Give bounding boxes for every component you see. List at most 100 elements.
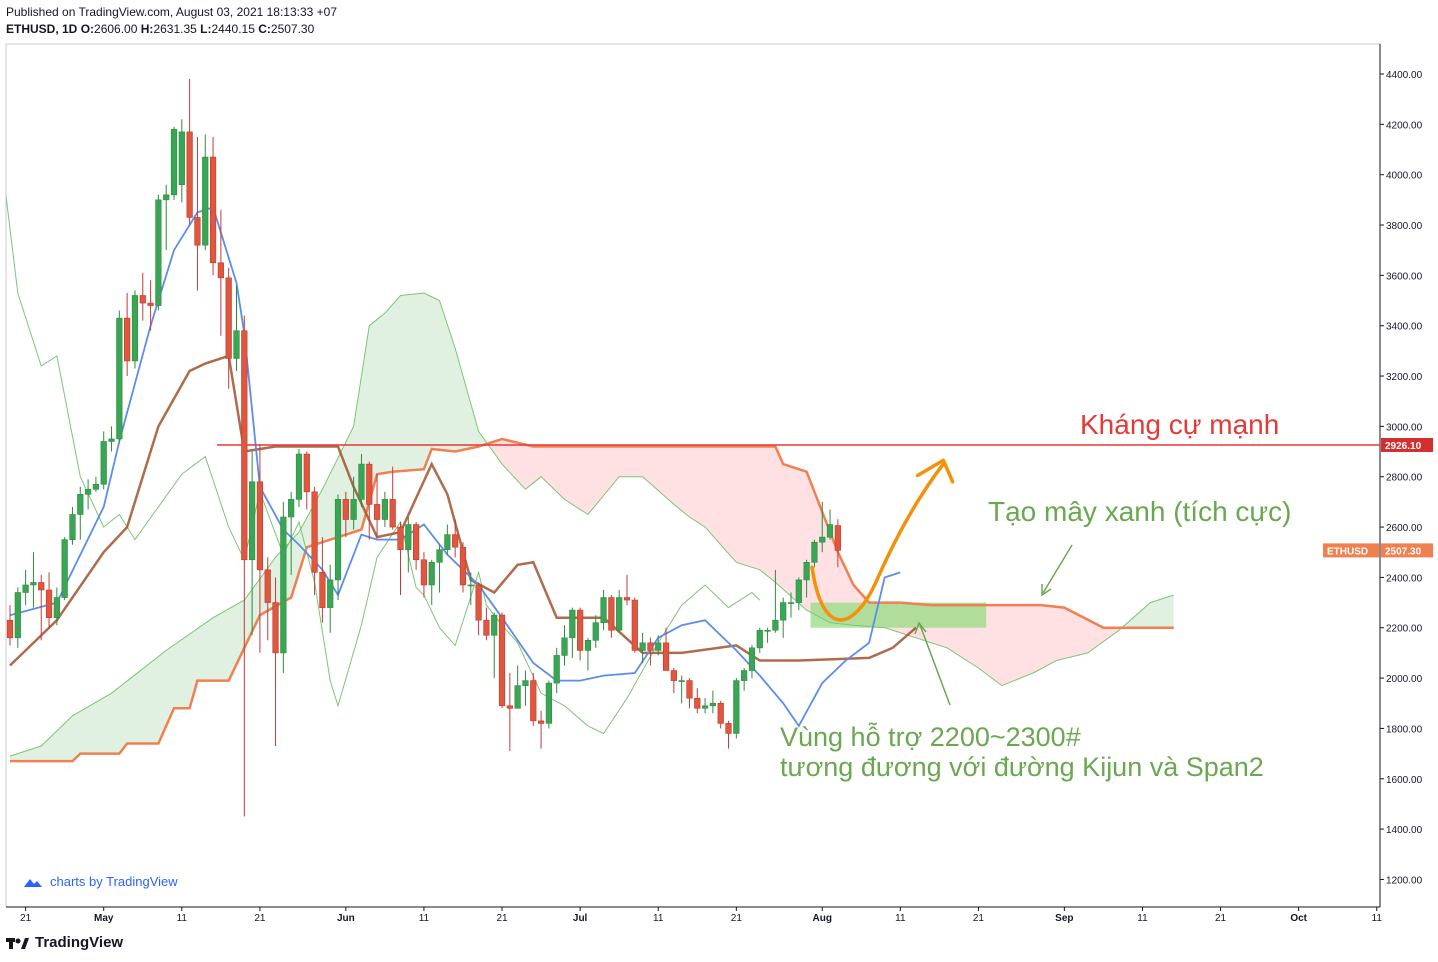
candle-body xyxy=(288,499,295,518)
candle-body xyxy=(131,295,139,362)
symbol-tag xyxy=(1323,543,1379,558)
senkou-span-b-line xyxy=(10,437,1174,763)
candle-body xyxy=(45,589,53,618)
candle-body xyxy=(186,131,193,218)
candle-body xyxy=(569,609,576,639)
tradingview-watermark[interactable]: charts by TradingView xyxy=(22,874,178,889)
x-tick-label: 11 xyxy=(1372,913,1383,924)
y-tick-label: 4000.00 xyxy=(1386,171,1423,182)
candle-body xyxy=(608,597,615,631)
x-tick-label: May xyxy=(94,913,114,924)
candle-body xyxy=(350,499,357,520)
candle-body xyxy=(787,602,795,604)
forecast-arrow xyxy=(810,462,946,622)
candle-body xyxy=(701,705,709,709)
candle-body xyxy=(311,491,318,573)
candle-body xyxy=(694,697,701,709)
low-label: L: xyxy=(200,22,212,36)
x-tick-label: 21 xyxy=(496,913,508,924)
candle-body xyxy=(194,217,201,246)
candle-body xyxy=(631,599,638,651)
candle-body xyxy=(241,330,248,561)
resistance-price-tag xyxy=(1381,437,1433,452)
support-annotation-line1: Vùng hỗ trợ 2200~2300# xyxy=(780,721,1081,752)
symbol-label: ETHUSD, 1D xyxy=(6,22,78,36)
candle-body xyxy=(53,597,60,618)
candle-body xyxy=(803,561,810,581)
candle-body xyxy=(670,670,677,681)
candle-body xyxy=(147,302,154,306)
candle-body xyxy=(413,524,420,561)
y-tick-label: 2800.00 xyxy=(1386,473,1423,484)
candle-body xyxy=(616,597,623,631)
x-tick-label: 11 xyxy=(895,913,906,924)
tradingview-logo-icon xyxy=(6,937,29,949)
candle-body xyxy=(225,277,232,359)
plot-group xyxy=(6,79,1380,817)
candle-body xyxy=(61,539,68,598)
candle-body xyxy=(69,514,76,540)
candle-body xyxy=(819,536,826,543)
y-tick-label: 3200.00 xyxy=(1386,372,1423,383)
candle-body xyxy=(366,463,373,505)
candle-body xyxy=(381,499,388,520)
y-tick-label: 2000.00 xyxy=(1386,674,1423,685)
candle-body xyxy=(163,194,170,201)
resistance-price-tag-text: 2926.10 xyxy=(1385,441,1422,452)
candle-body xyxy=(30,582,37,586)
x-tick-label: 11 xyxy=(653,913,664,924)
x-tick-label: 21 xyxy=(1215,913,1227,924)
candle-body xyxy=(514,685,521,709)
candle-body xyxy=(358,463,365,500)
candle-body xyxy=(639,642,646,651)
candle-body xyxy=(655,642,662,651)
y-tick-label: 3000.00 xyxy=(1386,422,1423,433)
candle-body xyxy=(303,453,310,493)
y-tick-label: 2200.00 xyxy=(1386,624,1423,635)
x-tick-label: Oct xyxy=(1290,913,1307,924)
candle-body xyxy=(108,438,115,442)
footer-brand-text: TradingView xyxy=(35,934,124,951)
cloud-logo-icon xyxy=(24,878,42,887)
candle-body xyxy=(272,602,279,654)
candle-body xyxy=(577,609,584,651)
last-price-tag xyxy=(1381,543,1433,558)
candle-body xyxy=(92,483,100,490)
candle-body xyxy=(428,561,435,586)
low-value: 2440.15 xyxy=(211,22,255,36)
candle-body xyxy=(459,546,467,586)
y-tick-label: 1800.00 xyxy=(1386,724,1423,735)
candle-body xyxy=(327,579,334,608)
candle-body xyxy=(537,720,545,724)
candle-body xyxy=(530,680,537,722)
candle-body xyxy=(77,494,84,515)
candle-body xyxy=(772,619,779,631)
cloud-pointer-arrow xyxy=(1042,544,1073,594)
x-tick-label: 11 xyxy=(419,913,430,924)
x-tick-label: 21 xyxy=(254,913,266,924)
y-tick-label: 1600.00 xyxy=(1386,775,1423,786)
candle-body xyxy=(545,682,552,724)
candle-body xyxy=(498,614,506,707)
footer-brand[interactable]: TradingView xyxy=(6,934,123,951)
candle-body xyxy=(280,516,287,654)
candle-body xyxy=(709,702,716,707)
y-tick-label: 1400.00 xyxy=(1386,825,1423,836)
candle-body xyxy=(725,723,732,734)
candle-body xyxy=(264,569,271,603)
candle-body xyxy=(826,524,834,538)
candle-body xyxy=(584,640,592,651)
candle-body xyxy=(491,614,498,636)
candle-body xyxy=(795,579,802,603)
candle-body xyxy=(811,541,818,563)
candle-body xyxy=(522,680,529,686)
x-tick-label: 21 xyxy=(20,913,32,924)
y-tick-label: 4200.00 xyxy=(1386,120,1423,131)
candle-body xyxy=(14,592,21,639)
candle-body xyxy=(100,441,107,485)
cloud-bullish xyxy=(1122,595,1174,628)
cloud-pointer-arrowhead xyxy=(1041,584,1052,597)
candle-body xyxy=(405,524,412,551)
candle-body xyxy=(295,453,303,500)
